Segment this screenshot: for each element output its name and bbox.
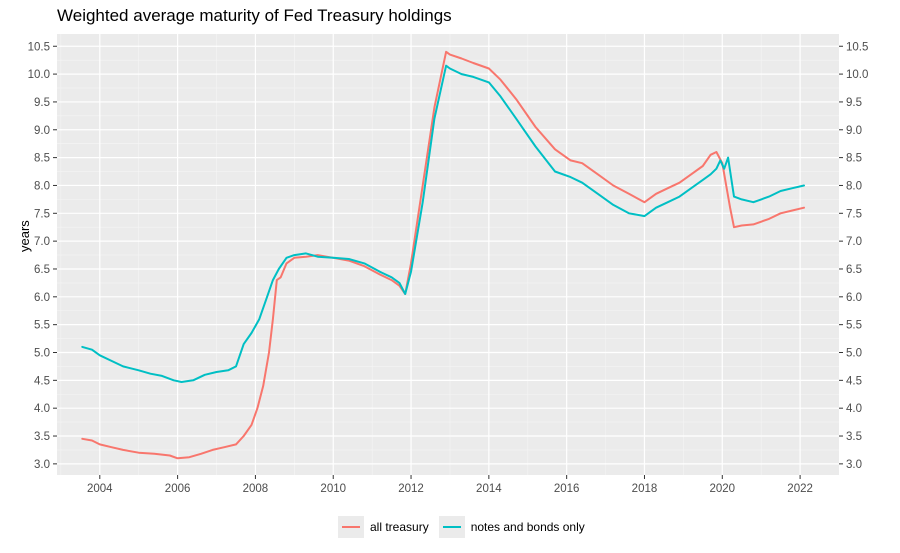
x-axis-tick-label: 2004	[87, 483, 113, 495]
y-axis-tick-label-left: 5.5	[34, 320, 50, 332]
major-gridlines	[57, 34, 839, 475]
y-axis-tick-label-left: 5.0	[34, 348, 50, 360]
legend: all treasury notes and bonds only	[338, 516, 595, 538]
legend-label-notes-and-bonds-only: notes and bonds only	[470, 520, 585, 534]
y-axis-tick-label-left: 4.0	[34, 403, 50, 415]
minor-gridlines	[57, 34, 839, 475]
y-axis-tick-label-right: 6.0	[846, 292, 862, 304]
y-axis-tick-label-right: 4.0	[846, 403, 862, 415]
x-axis-tick-label: 2008	[243, 483, 269, 495]
y-axis-tick-label-left: 10.0	[28, 69, 50, 81]
chart-title: Weighted average maturity of Fed Treasur…	[57, 6, 452, 25]
y-axis-tick-label-left: 4.5	[34, 375, 50, 387]
x-axis-tick-label: 2014	[476, 483, 502, 495]
plot-panel-background	[57, 34, 839, 475]
axis-tick-labels: 2004 2006 2008 2010 2012 2014 2016 2018 2020 2022…	[28, 41, 869, 495]
y-axis-tick-label-left: 9.0	[34, 125, 50, 137]
y-axis-tick-label-right: 7.5	[846, 208, 862, 220]
y-axis-tick-label-left: 8.5	[34, 153, 50, 165]
y-axis-tick-label-right: 3.5	[846, 431, 862, 443]
y-axis-tick-label-right: 8.0	[846, 180, 862, 192]
y-axis-tick-label-right: 9.5	[846, 97, 862, 109]
x-axis-tick-label: 2010	[320, 483, 346, 495]
y-axis-tick-label-left: 3.5	[34, 431, 50, 443]
x-axis-tick-label: 2016	[554, 483, 580, 495]
legend-label-all-treasury: all treasury	[370, 520, 429, 534]
y-axis-tick-label-right: 9.0	[846, 125, 862, 137]
x-axis-tick-label: 2022	[787, 483, 813, 495]
y-axis-tick-label-left: 6.5	[34, 264, 50, 276]
x-axis-tick-label: 2020	[709, 483, 735, 495]
x-axis-tick-label: 2012	[398, 483, 424, 495]
legend-key-all-treasury	[338, 516, 364, 538]
legend-item-notes-and-bonds-only: notes and bonds only	[438, 516, 585, 538]
y-axis-tick-label-left: 7.5	[34, 208, 50, 220]
y-axis-tick-label-left: 10.5	[28, 41, 50, 53]
legend-key-notes-and-bonds-only	[438, 516, 465, 538]
y-axis-tick-label-left: 3.0	[34, 459, 50, 471]
y-axis-tick-label-right: 5.5	[846, 320, 862, 332]
y-axis-tick-label-right: 6.5	[846, 264, 862, 276]
y-axis-tick-label-left: 8.0	[34, 180, 50, 192]
y-axis-tick-label-left: 7.0	[34, 236, 50, 248]
series-line-all-treasury	[81, 50, 805, 460]
y-axis-tick-label-right: 5.0	[846, 348, 862, 360]
legend-item-all-treasury: all treasury	[338, 516, 429, 538]
x-axis-tick-label: 2018	[632, 483, 658, 495]
y-axis-tick-label-right: 8.5	[846, 153, 862, 165]
axis-ticks	[53, 45, 843, 479]
y-axis-tick-label-right: 10.0	[846, 69, 868, 81]
y-axis-tick-label-left: 6.0	[34, 292, 50, 304]
series-line-notes-and-bonds-only	[81, 64, 805, 383]
y-axis-tick-label-left: 9.5	[34, 97, 50, 109]
y-axis-tick-label-right: 10.5	[846, 41, 868, 53]
y-axis-tick-label-right: 3.0	[846, 459, 862, 471]
series-layer	[81, 50, 805, 460]
y-axis-tick-label-right: 7.0	[846, 236, 862, 248]
y-axis-tick-label-right: 4.5	[846, 375, 862, 387]
x-axis-tick-label: 2006	[165, 483, 191, 495]
